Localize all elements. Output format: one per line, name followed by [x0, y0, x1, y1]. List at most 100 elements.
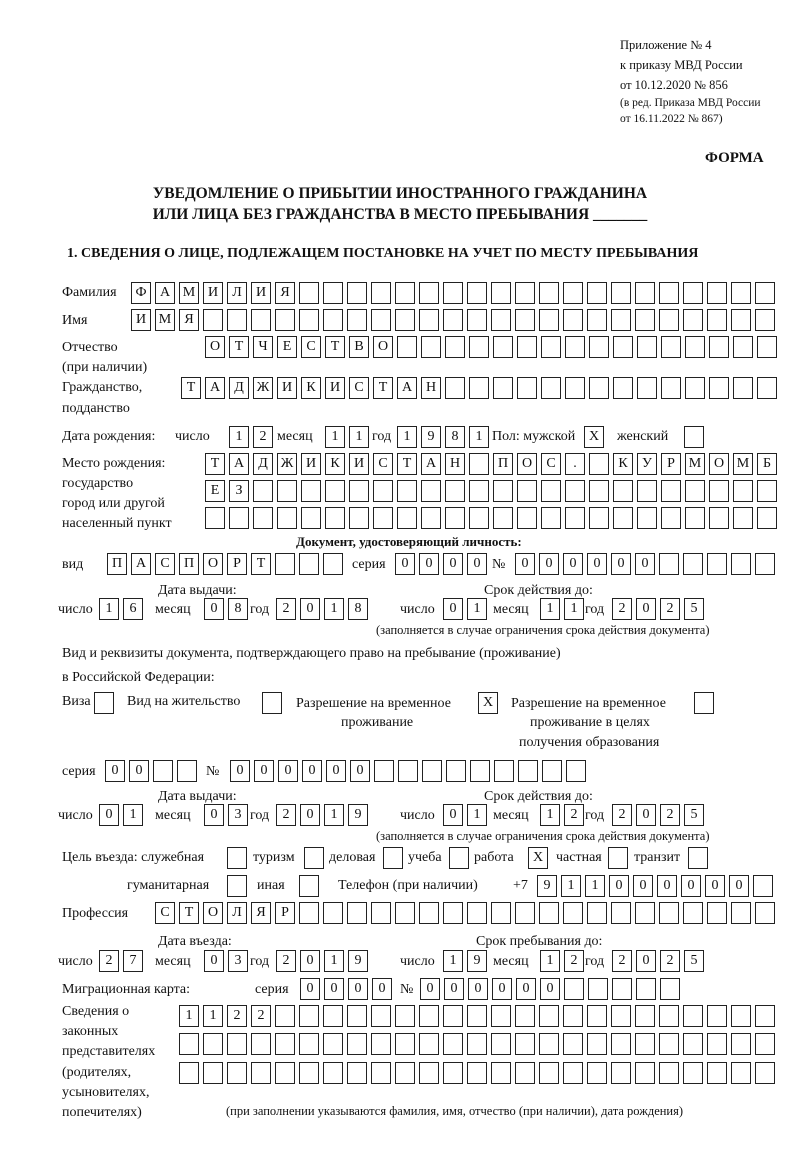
id-kind-cell[interactable]: Т: [251, 553, 271, 575]
name-cell[interactable]: [299, 309, 319, 331]
id-number-cell[interactable]: [707, 553, 727, 575]
surname-cell[interactable]: [419, 282, 439, 304]
birthplace-cell[interactable]: [349, 480, 369, 502]
year-cell[interactable]: 9: [348, 950, 368, 972]
temporary-residence-checkbox[interactable]: X: [478, 692, 498, 714]
migration-number-cell[interactable]: 0: [468, 978, 488, 1000]
birthplace-cell[interactable]: Н: [445, 453, 465, 475]
citizenship-cell[interactable]: [589, 377, 609, 399]
birthplace-cell[interactable]: [469, 480, 489, 502]
citizenship-cell[interactable]: [445, 377, 465, 399]
id-series-cell[interactable]: 0: [467, 553, 487, 575]
id-kind-cell[interactable]: Р: [227, 553, 247, 575]
citizenship-cell[interactable]: [565, 377, 585, 399]
month-cell[interactable]: 1: [564, 598, 584, 620]
stay-number-cell[interactable]: [446, 760, 466, 782]
patronymic-cell[interactable]: [613, 336, 633, 358]
patronymic-cell[interactable]: Е: [277, 336, 297, 358]
phone-cell[interactable]: [753, 875, 773, 897]
visa-checkbox[interactable]: [94, 692, 114, 714]
birthplace-cell[interactable]: [637, 507, 657, 529]
day-cell[interactable]: 0: [99, 804, 119, 826]
surname-cell[interactable]: [467, 282, 487, 304]
representatives-cell[interactable]: [659, 1062, 679, 1084]
phone-cell[interactable]: 9: [537, 875, 557, 897]
birthplace-cell[interactable]: [757, 480, 777, 502]
year-cell[interactable]: 1: [324, 804, 344, 826]
birthplace-cell[interactable]: [421, 480, 441, 502]
citizenship-cell[interactable]: [685, 377, 705, 399]
patronymic-cell[interactable]: [757, 336, 777, 358]
birth-month-cell[interactable]: 1: [349, 426, 369, 448]
surname-cell[interactable]: [515, 282, 535, 304]
birthplace-cell[interactable]: И: [301, 453, 321, 475]
stay-series-cell[interactable]: 0: [129, 760, 149, 782]
day-cell[interactable]: 1: [123, 804, 143, 826]
profession-cell[interactable]: [707, 902, 727, 924]
phone-cell[interactable]: 1: [561, 875, 581, 897]
birthplace-cell[interactable]: [709, 507, 729, 529]
name-cell[interactable]: [395, 309, 415, 331]
name-cell[interactable]: [587, 309, 607, 331]
stay-number-cell[interactable]: [398, 760, 418, 782]
birth-day-cell[interactable]: 2: [253, 426, 273, 448]
citizenship-cell[interactable]: С: [349, 377, 369, 399]
stay-number-cell[interactable]: [542, 760, 562, 782]
birthplace-cell[interactable]: [469, 453, 489, 475]
citizenship-cell[interactable]: [733, 377, 753, 399]
citizenship-cell[interactable]: А: [205, 377, 225, 399]
birthplace-cell[interactable]: [229, 507, 249, 529]
profession-cell[interactable]: [467, 902, 487, 924]
migration-number-cell[interactable]: 0: [492, 978, 512, 1000]
representatives-cell[interactable]: [659, 1033, 679, 1055]
birthplace-cell[interactable]: [373, 480, 393, 502]
day-cell[interactable]: 0: [443, 804, 463, 826]
citizenship-cell[interactable]: Ж: [253, 377, 273, 399]
year-cell[interactable]: 2: [276, 804, 296, 826]
representatives-cell[interactable]: [755, 1005, 775, 1027]
citizenship-cell[interactable]: А: [397, 377, 417, 399]
representatives-cell[interactable]: [635, 1033, 655, 1055]
name-cell[interactable]: [539, 309, 559, 331]
month-cell[interactable]: 1: [540, 804, 560, 826]
representatives-cell[interactable]: [419, 1062, 439, 1084]
name-cell[interactable]: [275, 309, 295, 331]
birthplace-cell[interactable]: [589, 507, 609, 529]
id-series-cell[interactable]: 0: [419, 553, 439, 575]
birthplace-cell[interactable]: .: [565, 453, 585, 475]
surname-cell[interactable]: [731, 282, 751, 304]
representatives-cell[interactable]: [731, 1005, 751, 1027]
birthplace-cell[interactable]: [301, 480, 321, 502]
name-cell[interactable]: М: [155, 309, 175, 331]
id-number-cell[interactable]: 0: [635, 553, 655, 575]
name-cell[interactable]: [227, 309, 247, 331]
profession-cell[interactable]: [347, 902, 367, 924]
representatives-cell[interactable]: [395, 1062, 415, 1084]
name-cell[interactable]: Я: [179, 309, 199, 331]
migration-series-cell[interactable]: 0: [348, 978, 368, 1000]
name-cell[interactable]: [443, 309, 463, 331]
day-cell[interactable]: 0: [443, 598, 463, 620]
profession-cell[interactable]: С: [155, 902, 175, 924]
id-kind-cell[interactable]: О: [203, 553, 223, 575]
year-cell[interactable]: 1: [324, 950, 344, 972]
id-number-cell[interactable]: [683, 553, 703, 575]
year-cell[interactable]: 5: [684, 950, 704, 972]
birthplace-cell[interactable]: [301, 507, 321, 529]
profession-cell[interactable]: [299, 902, 319, 924]
purpose-official-checkbox[interactable]: [227, 847, 247, 869]
representatives-cell[interactable]: [587, 1005, 607, 1027]
birthplace-cell[interactable]: М: [733, 453, 753, 475]
representatives-cell[interactable]: [371, 1005, 391, 1027]
day-cell[interactable]: 2: [99, 950, 119, 972]
citizenship-cell[interactable]: К: [301, 377, 321, 399]
stay-number-cell[interactable]: [518, 760, 538, 782]
citizenship-cell[interactable]: [709, 377, 729, 399]
id-number-cell[interactable]: 0: [539, 553, 559, 575]
birthplace-cell[interactable]: [445, 480, 465, 502]
birthplace-cell[interactable]: А: [229, 453, 249, 475]
surname-cell[interactable]: [443, 282, 463, 304]
year-cell[interactable]: 1: [324, 598, 344, 620]
birthplace-cell[interactable]: [541, 507, 561, 529]
surname-cell[interactable]: [683, 282, 703, 304]
